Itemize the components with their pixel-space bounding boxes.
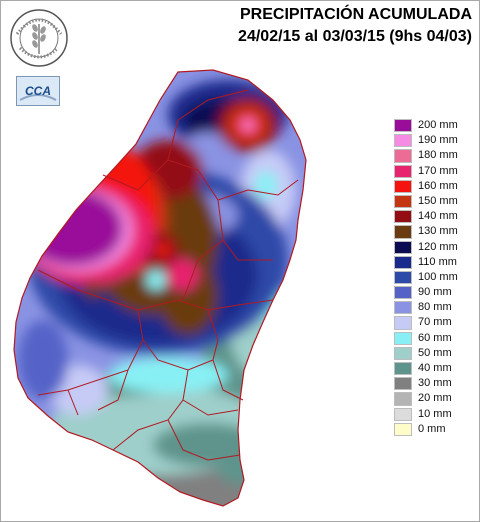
legend-swatch <box>394 362 412 376</box>
legend-item: 30 mm <box>394 376 478 391</box>
legend-swatch <box>394 240 412 254</box>
svg-text:CCA: CCA <box>25 84 51 98</box>
legend-item: 80 mm <box>394 300 478 315</box>
legend-label: 20 mm <box>418 392 452 405</box>
legend-item: 140 mm <box>394 209 478 224</box>
legend-item: 100 mm <box>394 270 478 285</box>
legend-swatch <box>394 331 412 345</box>
legend-label: 160 mm <box>418 179 458 192</box>
legend-swatch <box>394 210 412 224</box>
legend-swatch <box>394 119 412 133</box>
legend-label: 190 mm <box>418 134 458 147</box>
legend-label: 140 mm <box>418 210 458 223</box>
legend-label: 70 mm <box>418 316 452 329</box>
legend-swatch <box>394 194 412 209</box>
legend-swatch <box>394 407 412 421</box>
legend-item: 180 mm <box>394 148 478 163</box>
legend-item: 60 mm <box>394 331 478 346</box>
legend-label: 80 mm <box>418 301 452 314</box>
legend-label: 50 mm <box>418 346 452 359</box>
legend-item: 190 mm <box>394 133 478 148</box>
bolsa-cereales-seal-logo <box>10 9 68 67</box>
legend-label: 100 mm <box>418 270 458 283</box>
legend-item: 160 mm <box>394 179 478 194</box>
legend-label: 40 mm <box>418 362 452 374</box>
legend-item: 90 mm <box>394 285 478 300</box>
legend-swatch <box>394 377 412 391</box>
department-boundaries <box>37 89 299 461</box>
legend-label: 30 mm <box>418 377 452 390</box>
legend-label: 0 mm <box>418 422 446 435</box>
legend-label: 130 mm <box>418 225 458 238</box>
legend-label: 60 mm <box>418 331 452 344</box>
legend-label: 90 mm <box>418 286 452 299</box>
legend-swatch <box>394 422 412 436</box>
legend-swatch <box>394 179 412 193</box>
title-line-2: 24/02/15 al 03/03/15 (9hs 04/03) <box>238 28 472 45</box>
legend-swatch <box>394 164 412 178</box>
legend-swatch <box>394 286 412 300</box>
cca-logo: CCA <box>16 76 60 106</box>
legend-item: 40 mm <box>394 361 478 376</box>
legend-label: 10 mm <box>418 407 452 420</box>
legend-label: 200 mm <box>418 119 458 131</box>
legend-swatch <box>394 346 412 360</box>
legend-label: 180 mm <box>418 149 458 162</box>
legend-swatch <box>394 149 412 163</box>
precipitation-fill <box>14 70 306 506</box>
legend-swatch <box>394 134 412 148</box>
legend-item: 10 mm <box>394 407 478 422</box>
legend-item: 70 mm <box>394 315 478 330</box>
legend-item: 0 mm <box>394 422 478 437</box>
legend-item: 110 mm <box>394 255 478 270</box>
legend-item: 120 mm <box>394 240 478 255</box>
legend-swatch <box>394 316 412 330</box>
legend-swatch <box>394 225 412 239</box>
legend: 200 mm 190 mm 180 mm 170 mm 160 mm 150 mm 140 … <box>394 118 478 437</box>
legend-label: 170 mm <box>418 164 458 177</box>
legend-swatch <box>394 270 412 285</box>
legend-item: 20 mm <box>394 391 478 406</box>
legend-item: 170 mm <box>394 164 478 179</box>
legend-swatch <box>394 392 412 406</box>
legend-swatch <box>394 255 412 269</box>
legend-item: 130 mm <box>394 224 478 239</box>
precipitation-map <box>13 69 307 507</box>
legend-label: 110 mm <box>418 255 457 268</box>
legend-swatch <box>394 301 412 315</box>
legend-item: 50 mm <box>394 346 478 361</box>
legend-label: 150 mm <box>418 194 458 207</box>
title-line-1: PRECIPITACIÓN ACUMULADA <box>240 6 472 23</box>
legend-label: 120 mm <box>418 240 458 253</box>
legend-item: 150 mm <box>394 194 478 209</box>
map-title: PRECIPITACIÓN ACUMULADA 24/02/15 al 03/0… <box>238 4 472 48</box>
legend-item: 200 mm <box>394 118 478 133</box>
